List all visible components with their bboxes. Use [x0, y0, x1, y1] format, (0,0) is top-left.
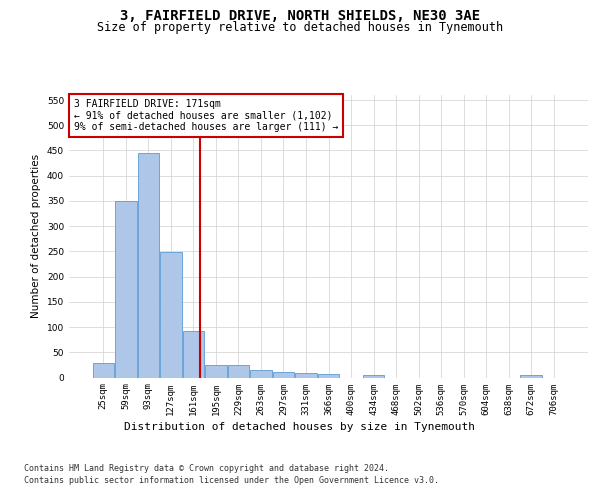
Text: Distribution of detached houses by size in Tynemouth: Distribution of detached houses by size …	[125, 422, 476, 432]
Bar	[137, 153, 159, 378]
Bar	[250, 370, 272, 378]
Text: Contains public sector information licensed under the Open Government Licence v3: Contains public sector information licen…	[24, 476, 439, 485]
Bar	[160, 252, 182, 378]
Text: Size of property relative to detached houses in Tynemouth: Size of property relative to detached ho…	[97, 21, 503, 34]
Bar	[273, 372, 294, 378]
Bar	[318, 374, 339, 378]
Bar	[363, 375, 384, 378]
Y-axis label: Number of detached properties: Number of detached properties	[31, 154, 41, 318]
Bar	[92, 364, 114, 378]
Bar	[295, 374, 317, 378]
Bar	[520, 375, 542, 378]
Bar	[115, 201, 137, 378]
Text: 3 FAIRFIELD DRIVE: 171sqm
← 91% of detached houses are smaller (1,102)
9% of sem: 3 FAIRFIELD DRIVE: 171sqm ← 91% of detac…	[74, 99, 338, 132]
Bar	[182, 331, 204, 378]
Bar	[205, 365, 227, 378]
Text: Contains HM Land Registry data © Crown copyright and database right 2024.: Contains HM Land Registry data © Crown c…	[24, 464, 389, 473]
Text: 3, FAIRFIELD DRIVE, NORTH SHIELDS, NE30 3AE: 3, FAIRFIELD DRIVE, NORTH SHIELDS, NE30 …	[120, 9, 480, 23]
Bar	[228, 365, 249, 378]
